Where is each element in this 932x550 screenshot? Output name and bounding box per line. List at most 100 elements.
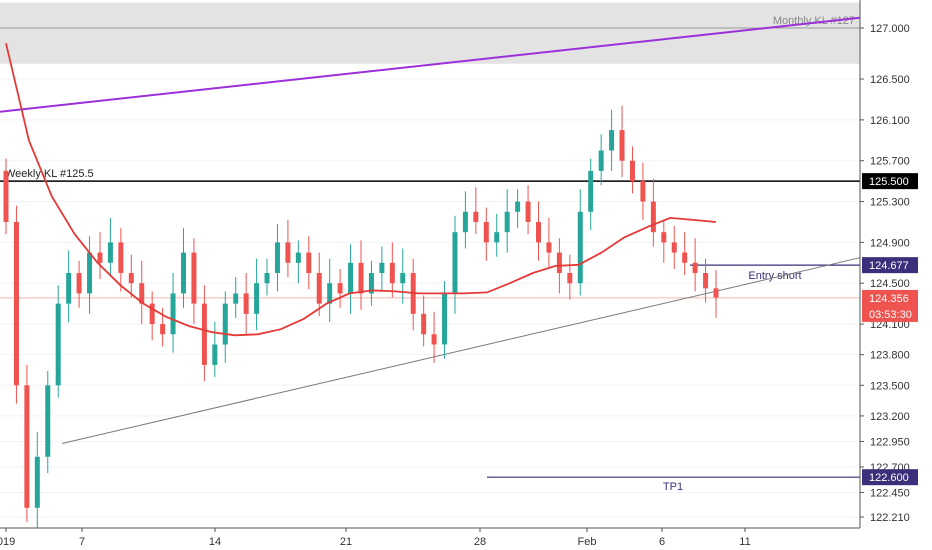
candle-body <box>254 283 260 314</box>
candle-body <box>567 273 573 284</box>
candle-body <box>661 232 667 243</box>
candle-body <box>295 252 301 263</box>
candle-body <box>118 242 124 274</box>
candle-body <box>598 150 604 171</box>
candle-body <box>76 273 82 294</box>
candle-body <box>24 385 30 508</box>
candle-body <box>682 252 688 263</box>
entry-label: Entry short <box>748 270 801 282</box>
candle-body <box>504 211 510 233</box>
candle-body <box>191 252 197 304</box>
candle-body <box>452 232 458 294</box>
countdown-badge: 03:53:30 <box>869 309 912 321</box>
candle-body <box>181 252 186 294</box>
candle-body <box>431 334 437 345</box>
candle-body <box>703 273 709 289</box>
x-tick-label: 21 <box>340 536 352 548</box>
lower-trendline <box>61 257 861 444</box>
candle-body <box>316 273 322 304</box>
candle-body <box>233 293 239 304</box>
y-tick-label: 126.500 <box>870 74 910 86</box>
candle-body <box>609 130 615 151</box>
candle-body <box>107 242 113 263</box>
candle-body <box>368 273 374 294</box>
candle-body <box>619 130 625 161</box>
candle-body <box>577 211 583 284</box>
candle-body <box>671 242 677 253</box>
x-tick-label: 28 <box>474 536 486 548</box>
y-tick-label: 127.000 <box>870 23 910 35</box>
candle-body <box>494 232 500 243</box>
upper-trendline <box>0 16 861 113</box>
x-tick-label: Feb <box>578 536 597 548</box>
y-tick-label: 126.100 <box>870 115 910 127</box>
candle-body <box>97 252 103 263</box>
x-tick-label: 7 <box>79 536 85 548</box>
candle-body <box>3 170 9 222</box>
entry-price-badge: 124.677 <box>869 260 909 272</box>
monthly-zone <box>0 2 860 64</box>
candle-body <box>358 262 364 294</box>
candle-body <box>515 201 521 212</box>
candle-body <box>327 283 333 304</box>
candle-body <box>243 293 249 314</box>
candle-body <box>201 303 207 365</box>
candle-body <box>556 252 562 274</box>
weekly-label: Weekly KL #125.5 <box>5 168 94 180</box>
candle-body <box>442 293 448 345</box>
moving-average-line <box>5 43 717 337</box>
candle-body <box>170 293 176 335</box>
candle-body <box>34 456 40 508</box>
x-tick-label: 6 <box>659 536 665 548</box>
candle-body <box>264 273 270 284</box>
candle-body <box>160 324 166 335</box>
candle-body <box>149 303 155 325</box>
candle-body <box>483 221 489 243</box>
candle-body <box>650 201 656 233</box>
candle-body <box>337 283 343 294</box>
candle-body <box>692 262 698 274</box>
candle-body <box>588 170 594 212</box>
candle-body <box>462 211 468 233</box>
x-tick-label: 11 <box>739 536 750 548</box>
candle-body <box>421 313 427 335</box>
candle-body <box>348 262 354 294</box>
weekly-price-badge: 125.500 <box>869 176 909 188</box>
y-axis-panel <box>860 0 932 550</box>
x-tick-label: 14 <box>209 536 221 548</box>
y-tick-label: 123.500 <box>870 380 910 392</box>
y-tick-label: 122.450 <box>870 487 910 499</box>
y-tick-label: 123.800 <box>870 350 910 362</box>
candle-body <box>55 303 61 386</box>
current-price-badge: 124.356 <box>869 293 909 305</box>
candle-body <box>222 303 228 345</box>
candle-body <box>13 221 19 386</box>
candle-body <box>66 273 72 304</box>
candle-body <box>87 252 93 294</box>
candle-body <box>306 252 312 274</box>
y-tick-label: 124.900 <box>870 237 910 249</box>
y-tick-label: 122.210 <box>870 512 910 524</box>
candle-body <box>640 181 646 202</box>
candle-body <box>274 242 280 274</box>
y-tick-label: 125.700 <box>870 156 910 168</box>
candle-body <box>128 273 134 284</box>
candle-body <box>379 262 385 274</box>
candle-body <box>400 273 406 284</box>
weekly-price-badge-bg <box>862 173 918 190</box>
entry-price-badge-bg <box>862 257 918 274</box>
candle-body <box>45 385 51 457</box>
candle-body <box>713 288 719 298</box>
candle-body <box>629 160 635 182</box>
tp1-price-badge: 122.600 <box>869 472 909 484</box>
monthly-label: Monthly KL #127 <box>773 15 855 27</box>
candle-body <box>212 344 218 365</box>
candle-body <box>285 242 291 263</box>
tp1-price-badge-bg <box>862 469 918 486</box>
candle-body <box>525 201 531 222</box>
candle-body <box>389 262 395 284</box>
y-tick-label: 124.100 <box>870 319 910 331</box>
y-tick-label: 124.500 <box>870 278 910 290</box>
